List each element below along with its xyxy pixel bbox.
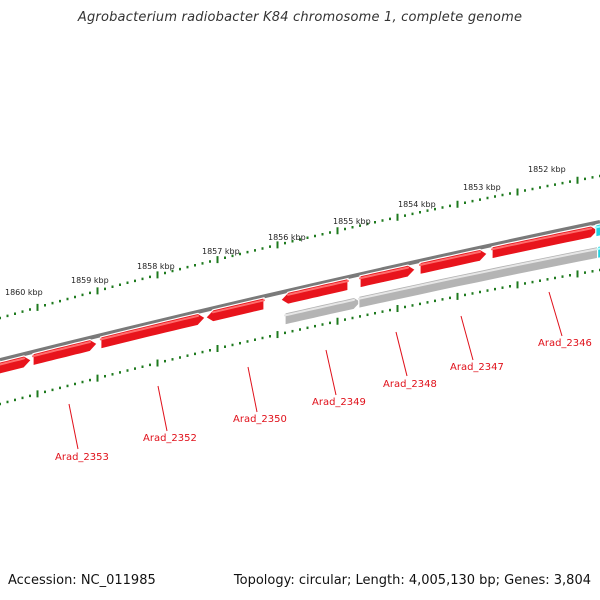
- leader-line: [548, 291, 563, 337]
- forward-strand: [0, 223, 600, 382]
- pseudogene-arrow-shade: [357, 248, 598, 300]
- gene-leaders: [68, 291, 563, 450]
- scale-label: 1860 kbp: [5, 288, 43, 297]
- leader-line: [68, 403, 79, 450]
- reverse-strand: [284, 245, 600, 326]
- scale-label: 1852 kbp: [528, 165, 566, 174]
- gene-arrow[interactable]: [419, 248, 489, 276]
- scale-label: 1858 kbp: [137, 262, 175, 271]
- gene-label[interactable]: Arad_2353: [55, 452, 109, 463]
- chromosome-backbone: [0, 220, 600, 362]
- scale-label: 1854 kbp: [398, 200, 436, 209]
- gene-label[interactable]: Arad_2347: [450, 362, 504, 373]
- gene-label[interactable]: Arad_2346: [538, 338, 592, 349]
- gene-arrow-shade: [287, 280, 349, 296]
- gene-labels: Arad_2346 Arad_2347 Arad_2348 Arad_2349 …: [55, 338, 592, 463]
- accession-text: Accession: NC_011985: [8, 573, 156, 588]
- inner-scale-ring: [0, 268, 600, 406]
- gene-arrow-shade: [212, 299, 265, 314]
- scale-label: 1857 kbp: [202, 247, 240, 256]
- scale-label: 1853 kbp: [463, 183, 501, 192]
- map-title: Agrobacterium radiobacter K84 chromosome…: [77, 10, 523, 25]
- scale-label: 1859 kbp: [71, 276, 109, 285]
- gene-arrow-shade: [419, 250, 481, 266]
- gene-arrow-shade: [0, 357, 25, 366]
- gene-arrow-shade: [32, 341, 91, 358]
- scale-label: 1856 kbp: [268, 233, 306, 242]
- gene-label[interactable]: Arad_2350: [233, 414, 287, 425]
- gene-arrow-shade: [491, 227, 592, 251]
- leader-line: [460, 315, 474, 361]
- leader-line: [325, 349, 337, 396]
- gene-label[interactable]: Arad_2348: [383, 379, 437, 390]
- pseudogene-arrow[interactable]: [358, 245, 600, 310]
- gene-arrow-shade: [359, 266, 409, 280]
- topology-summary: Topology: circular; Length: 4,005,130 bp…: [233, 573, 591, 588]
- gene-arrow[interactable]: [491, 225, 600, 260]
- leader-line: [157, 385, 168, 432]
- gene-arrow[interactable]: [359, 264, 417, 289]
- gene-arrow[interactable]: [100, 312, 207, 350]
- scale-label: 1855 kbp: [333, 217, 371, 226]
- pseudogene-arrow[interactable]: [284, 296, 363, 326]
- outer-scale-ring: [0, 174, 600, 320]
- gene-label[interactable]: Arad_2352: [143, 433, 197, 444]
- gene-arrow[interactable]: [0, 355, 33, 382]
- gene-arrow-shade: [99, 314, 199, 341]
- gene-label[interactable]: Arad_2349: [312, 397, 366, 408]
- leader-line: [247, 366, 258, 413]
- leader-line: [395, 331, 408, 377]
- gene-arrow[interactable]: [32, 338, 99, 367]
- scale-labels: 1852 kbp 1853 kbp 1854 kbp 1855 kbp 1856…: [5, 165, 566, 297]
- pseudogene-arrow-shade: [284, 298, 355, 317]
